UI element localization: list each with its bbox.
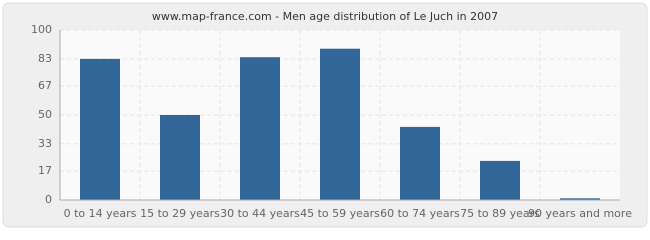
y-tick-label: 0 <box>45 193 52 206</box>
bar <box>320 48 360 201</box>
bar <box>160 115 200 200</box>
x-tick-label: 45 to 59 years <box>300 207 380 220</box>
bar <box>240 57 280 201</box>
y-tick-label: 17 <box>38 164 52 177</box>
bar <box>400 126 440 200</box>
chart: www.map-france.com - Men age distributio… <box>2 2 648 228</box>
x-tick-label: 90 years and more <box>528 207 632 220</box>
chart-title: www.map-france.com - Men age distributio… <box>152 10 498 23</box>
y-tick-label: 83 <box>38 52 52 65</box>
x-tick-label: 30 to 44 years <box>220 207 300 220</box>
x-tick-label: 15 to 29 years <box>140 207 220 220</box>
x-tick-label: 60 to 74 years <box>380 207 460 220</box>
bar <box>480 160 520 200</box>
bar <box>560 198 600 200</box>
y-tick-label: 67 <box>38 79 52 92</box>
y-tick-label: 100 <box>31 23 52 36</box>
y-tick-label: 50 <box>38 108 52 121</box>
x-tick-label: 75 to 89 years <box>460 207 540 220</box>
y-tick-label: 33 <box>38 137 52 150</box>
bar <box>80 58 120 201</box>
x-tick-label: 0 to 14 years <box>64 207 137 220</box>
